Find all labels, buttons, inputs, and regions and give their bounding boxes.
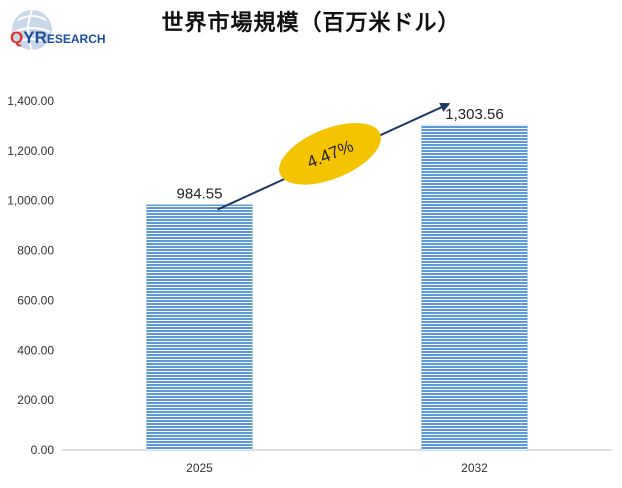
qyresearch-logo: QYRESEARCH: [10, 9, 106, 51]
bar-2032: [421, 124, 528, 451]
logo-letter-r: R: [35, 28, 47, 47]
value-label-2032: 1,303.56: [445, 106, 503, 123]
logo-letter-y: Y: [23, 28, 35, 47]
bar-2025: [146, 204, 253, 451]
y-tick-label: 400.00: [17, 343, 54, 357]
svg-text:QYRESEARCH: QYRESEARCH: [10, 28, 106, 47]
y-tick-label: 600.00: [17, 293, 54, 307]
y-tick-label: 800.00: [17, 244, 54, 258]
chart-title: 世界市場規模（百万米ドル）: [161, 11, 461, 36]
x-tick-label-2032: 2032: [461, 461, 488, 475]
y-tick-label: 1,400.00: [7, 94, 54, 108]
logo-text-rest: ESEARCH: [47, 32, 106, 46]
x-tick-label-2025: 2025: [186, 461, 213, 475]
globe-icon: [12, 9, 52, 51]
y-tick-label: 1,000.00: [7, 194, 54, 208]
value-label-2025: 984.55: [177, 186, 223, 203]
y-tick-label: 1,200.00: [7, 144, 54, 158]
logo-letter-q: Q: [10, 28, 23, 47]
y-tick-label: 0.00: [31, 443, 55, 457]
cagr-badge: [279, 123, 381, 185]
y-tick-label: 200.00: [17, 393, 54, 407]
